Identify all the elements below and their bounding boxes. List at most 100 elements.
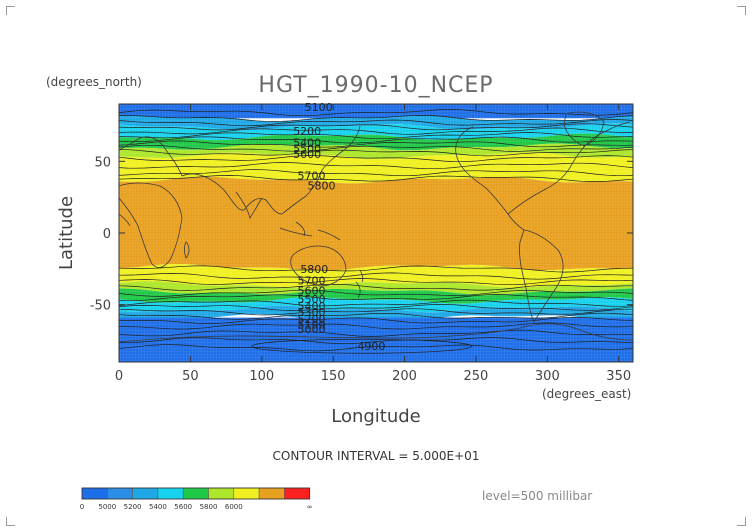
contour-label: 5400 [297,300,325,313]
contour-label: 5200 [297,313,325,326]
coastline-south-america [519,229,564,323]
x-tick-label: 150 [321,369,346,384]
contour-line [119,278,633,286]
crop-mark-top-left [6,6,15,15]
coastline-north-america [455,121,631,231]
chart-title: HGT_1990-10_NCEP [258,73,493,98]
y-tick-label: 0 [103,227,111,242]
contour-line [119,155,633,163]
contour-line [119,283,633,291]
colorbar-swatch [132,487,159,500]
colorbar-swatch [284,487,310,500]
contour-line [119,119,633,127]
contour-line [119,144,633,152]
contour-label: 5600 [297,284,325,297]
colorbar-tick-label: 5600 [174,503,192,511]
colorbar [81,487,311,500]
coastlines [119,111,633,343]
contour-label: 5200 [293,125,321,138]
coastline-asia [181,125,361,215]
y-tick-label: -50 [90,299,111,314]
contour-label: 5600 [293,148,321,161]
contour-label: 5400 [293,137,321,150]
contour-line [119,344,633,352]
y-axis-units: (degrees_north) [46,75,142,89]
crop-mark-top-right [737,6,746,15]
contour-line [119,316,633,324]
contour-line [119,162,633,170]
x-tick-label: 250 [464,369,489,384]
colorbar-swatch [182,487,209,500]
x-tick-label: 0 [115,369,123,384]
coastline-new-zealand [355,269,364,299]
contour-line [119,294,633,302]
contour-line [119,329,633,337]
colorbar-tick-label: 5200 [124,503,142,511]
contour-label: 5100 [305,101,333,114]
contour-label: 5000 [297,323,325,336]
colorbar-tick-label: 6000 [225,503,243,511]
contour-line [119,337,633,345]
x-axis-units: (degrees_east) [542,387,631,401]
x-tick-label: 100 [249,369,274,384]
contour-line [119,265,633,273]
colorbar-labels: 0 5000 5200 5400 5600 5800 6000 ∞ [80,503,313,511]
coastline-africa-west [119,213,131,227]
colorbar-tick-label: 0 [80,503,84,511]
contour-label: 5100 [297,319,325,332]
contour-interval-text: CONTOUR INTERVAL = 5.000E+01 [273,449,480,463]
contour-label: 5800 [300,263,328,276]
contour-label: 5800 [307,180,335,193]
coastline-africa [119,182,183,268]
contour-line [119,272,633,280]
colorbar-swatch [208,487,235,500]
contour-line [119,115,633,122]
coastline-india [235,191,263,219]
contour-line [119,299,633,307]
level-text: level=500 millibar [482,489,592,503]
coastline-antarctica [119,323,633,343]
contour-line [119,132,633,140]
contour-label: 5300 [297,306,325,319]
contour-line [119,308,633,316]
crop-mark-bottom-left [6,517,15,526]
contour-line [119,136,633,144]
colorbar-swatch [81,487,108,500]
colorbar-tick-label: 5400 [149,503,167,511]
coastline-europe [119,136,183,177]
contour-line [119,127,633,135]
x-tick-label: 300 [535,369,560,384]
contour-labels: 5100520054005500560057005800580057005600… [293,101,385,353]
contour-line [119,304,633,311]
contour-line [119,322,633,330]
contour-line [119,109,633,117]
contour-label: 4900 [357,340,385,353]
colorbar-swatch [258,487,285,500]
contour-lines [119,109,633,354]
coastline-madagascar [184,241,190,259]
contour-line [119,289,633,297]
x-axis-ticks: 0 50 100 150 200 250 300 350 [115,104,631,384]
colorbar-tick-label: ∞ [307,503,313,511]
contour-line [119,312,633,320]
x-tick-label: 50 [182,369,199,384]
contour-line-closed [251,338,473,354]
contour-line [119,169,633,177]
colorbar-frame [81,487,311,500]
x-tick-label: 350 [606,369,631,384]
coastline-greenland [563,111,605,147]
y-axis-ticks: 50 0 -50 [90,155,633,314]
contour-line [119,149,633,157]
contour-label: 5700 [297,274,325,287]
colorbar-swatch [233,487,260,500]
colorbar-tick-label: 5800 [200,503,218,511]
contour-line [119,140,633,148]
x-axis-label: Longitude [331,406,421,427]
contour-label: 5500 [293,142,321,155]
crop-mark-bottom-right [737,517,746,526]
colorbar-swatch [157,487,184,500]
contour-label: 5500 [297,293,325,306]
colorbar-swatch [107,487,133,500]
